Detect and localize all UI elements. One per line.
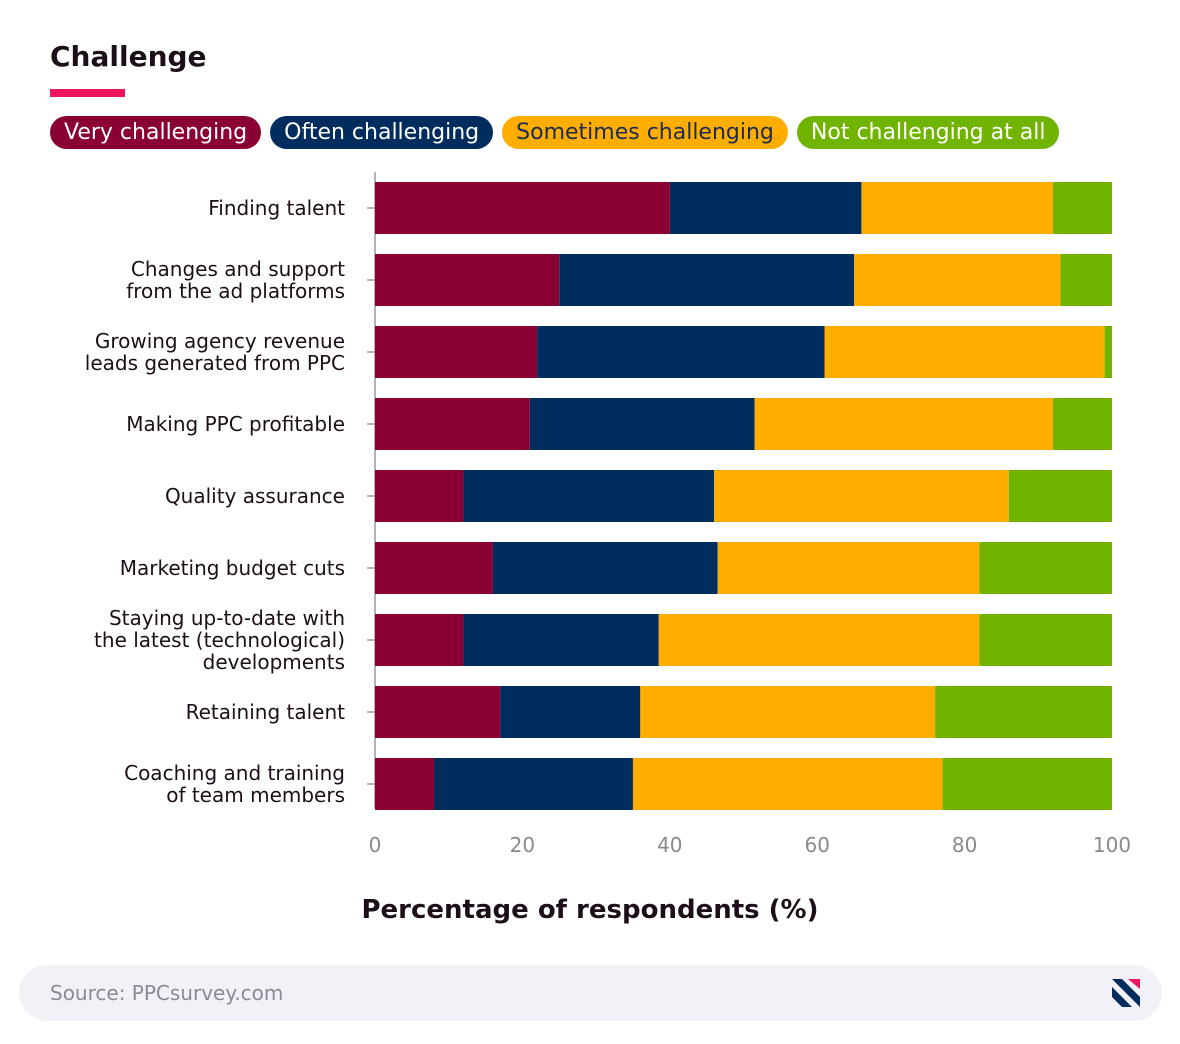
bar-segment-often-challenging [559, 254, 855, 306]
bar-segment-not-challenging-at-all [1060, 254, 1112, 306]
chart-title: Challenge [50, 40, 207, 73]
bar-segment-very-challenging [375, 182, 670, 234]
x-tick-label: 100 [1093, 833, 1131, 857]
bar-segment-very-challenging [375, 758, 434, 810]
x-tick-label: 0 [369, 833, 382, 857]
category-label: Staying up-to-date with the latest (techn… [94, 606, 345, 674]
bar-segment-very-challenging [375, 686, 501, 738]
category-label: Quality assurance [165, 484, 345, 508]
source-text: Source: PPCsurvey.com [50, 981, 284, 1005]
bar-segment-often-challenging [492, 542, 718, 594]
legend-item-not-challenging: Not challenging at all [796, 116, 1060, 149]
bar-segment-sometimes-challenging [754, 398, 1054, 450]
title-underline [50, 89, 125, 97]
bar-segment-not-challenging-at-all [1008, 470, 1112, 522]
category-label: Changes and support from the ad platforms [126, 257, 345, 303]
bar-segment-very-challenging [375, 398, 530, 450]
bar-segment-often-challenging [433, 758, 633, 810]
bar-segment-sometimes-challenging [640, 686, 936, 738]
bar-segment-very-challenging [375, 470, 464, 522]
category-label: Marketing budget cuts [120, 556, 345, 580]
legend-item-often-challenging: Often challenging [270, 116, 494, 149]
bar-segment-not-challenging-at-all [1053, 182, 1112, 234]
bar-segment-often-challenging [537, 326, 825, 378]
x-tick-label: 20 [510, 833, 535, 857]
bar-segment-very-challenging [375, 542, 493, 594]
bar-segment-not-challenging-at-all [979, 542, 1112, 594]
bar-segment-often-challenging [463, 470, 715, 522]
x-tick-label: 80 [952, 833, 977, 857]
category-label: Retaining talent [186, 700, 346, 724]
bar-segment-sometimes-challenging [824, 326, 1105, 378]
category-label: Growing agency revenue leads generated fr… [85, 329, 345, 375]
footer: Source: PPCsurvey.com [19, 965, 1162, 1021]
category-label: Making PPC profitable [126, 412, 345, 436]
bar-segment-not-challenging-at-all [1053, 398, 1112, 450]
bar-segment-not-challenging-at-all [935, 686, 1112, 738]
bar-segment-not-challenging-at-all [979, 614, 1112, 666]
x-tick-label: 40 [657, 833, 682, 857]
bar-segment-not-challenging-at-all [942, 758, 1112, 810]
bar-segment-sometimes-challenging [714, 470, 1009, 522]
bar-segment-very-challenging [375, 254, 560, 306]
legend: Very challenging Often challenging Somet… [50, 116, 1060, 149]
bar-segment-often-challenging [500, 686, 641, 738]
bar-segment-not-challenging-at-all [1104, 326, 1112, 378]
brand-logo-icon [1112, 979, 1140, 1007]
bar-segment-often-challenging [669, 182, 862, 234]
bar-segment-sometimes-challenging [632, 758, 943, 810]
bar-segment-sometimes-challenging [717, 542, 980, 594]
x-tick-label: 60 [804, 833, 829, 857]
bar-segment-often-challenging [529, 398, 755, 450]
bar-segment-sometimes-challenging [658, 614, 980, 666]
bar-segment-very-challenging [375, 326, 538, 378]
x-axis-label: Percentage of respondents (%) [361, 895, 818, 925]
legend-item-very-challenging: Very challenging [50, 116, 262, 149]
bar-segment-sometimes-challenging [854, 254, 1061, 306]
legend-item-sometimes-challenging: Sometimes challenging [502, 116, 788, 149]
bar-segment-very-challenging [375, 614, 464, 666]
bar-segment-sometimes-challenging [861, 182, 1054, 234]
bar-segment-often-challenging [463, 614, 659, 666]
category-label: Coaching and training of team members [124, 761, 345, 807]
category-label: Finding talent [208, 196, 345, 220]
stacked-bar-chart: Finding talent Changes and support from th… [85, 172, 1131, 925]
